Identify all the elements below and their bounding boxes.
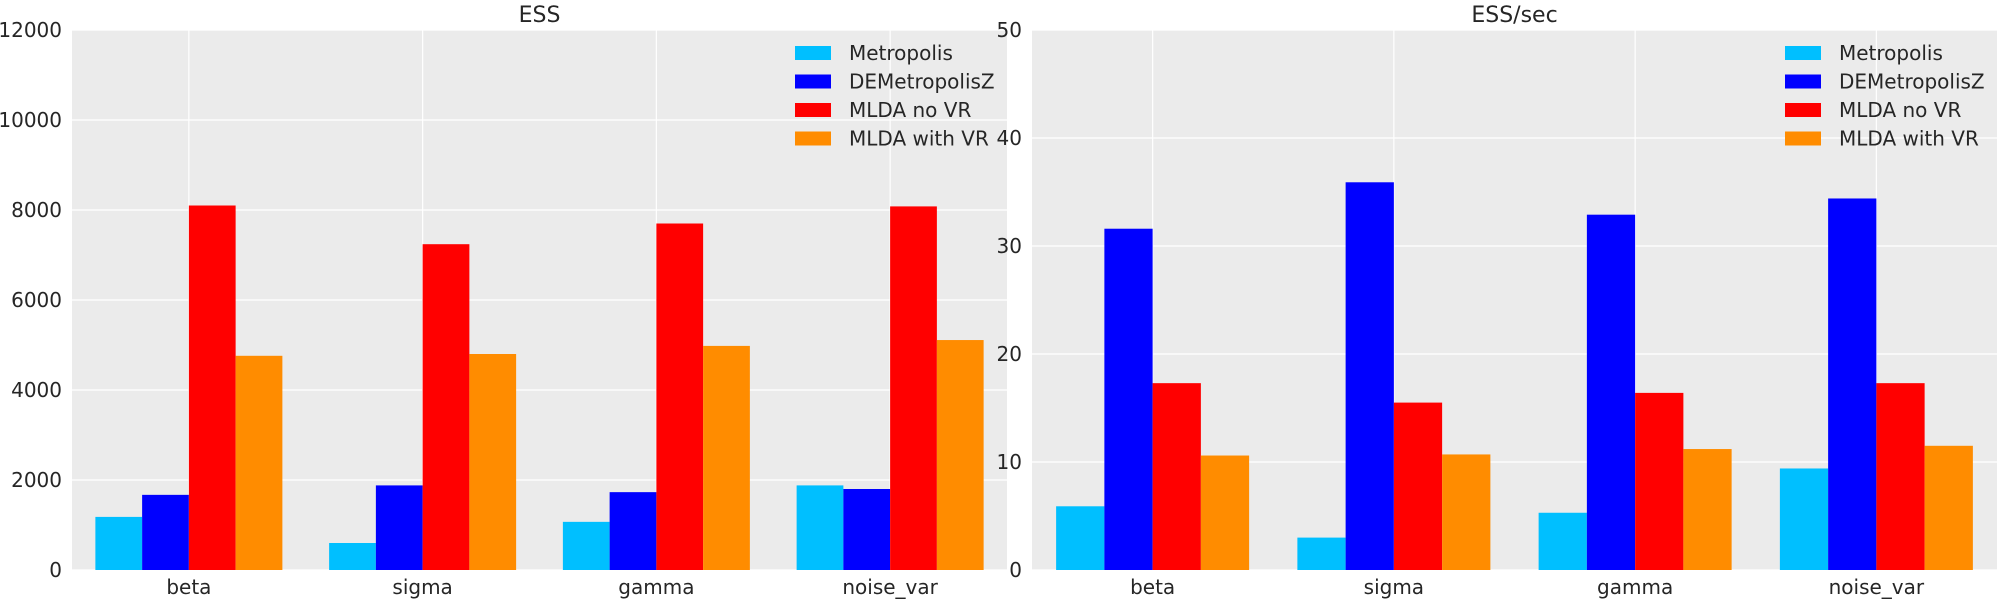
ess-per-sec-bar-metropolis-noise-var <box>1779 468 1829 570</box>
ess-bar-mlda-with-vr-noise-var <box>936 340 984 570</box>
ess-y-tick-label: 4000 <box>11 378 62 402</box>
ess-per-sec-x-tick-label: sigma <box>1364 575 1424 599</box>
ess-per-sec-legend-swatch-demetropolisz <box>1785 74 1821 89</box>
ess-per-sec-legend-label-mlda-no-vr: MLDA no VR <box>1839 98 1961 122</box>
ess-legend-label-metropolis: Metropolis <box>849 41 953 65</box>
ess-x-tick-label: gamma <box>618 575 694 599</box>
ess-per-sec-y-tick-label: 0 <box>1009 558 1022 582</box>
ess-y-tick-label: 6000 <box>11 288 62 312</box>
ess-bar-demetropolisz-noise-var <box>843 489 891 570</box>
ess-per-sec-legend-label-mlda-with-vr: MLDA with VR <box>1839 127 1979 151</box>
ess-per-sec-bar-mlda-with-vr-sigma <box>1442 454 1491 570</box>
ess-per-sec-bar-mlda-no-vr-beta <box>1152 383 1201 570</box>
ess-per-sec-chart-title: ESS/sec <box>1471 3 1557 28</box>
ess-bar-metropolis-gamma <box>562 521 610 570</box>
ess-bar-demetropolisz-sigma <box>375 485 423 570</box>
ess-per-sec-x-tick-label: noise_var <box>1829 575 1925 599</box>
ess-per-sec-bar-metropolis-sigma <box>1297 537 1346 570</box>
ess-legend-label-mlda-with-vr: MLDA with VR <box>849 127 989 151</box>
ess-bar-mlda-with-vr-gamma <box>703 345 750 570</box>
ess-per-sec-bar-mlda-with-vr-gamma <box>1683 449 1732 570</box>
ess-per-sec-bar-mlda-with-vr-noise-var <box>1924 445 1973 570</box>
ess-y-tick-label: 0 <box>49 558 62 582</box>
ess-per-sec-y-tick-label: 30 <box>997 234 1022 258</box>
ess-per-sec-x-tick-label: gamma <box>1597 575 1673 599</box>
ess-per-sec-legend-swatch-metropolis <box>1785 46 1821 60</box>
ess-per-sec-y-tick-label: 10 <box>997 450 1022 474</box>
ess-per-sec-bar-metropolis-gamma <box>1538 512 1587 570</box>
ess-per-sec-y-tick-label: 40 <box>997 126 1022 150</box>
ess-per-sec-x-tick-label: beta <box>1130 575 1175 599</box>
ess-y-tick-label: 2000 <box>11 468 62 492</box>
ess-per-sec-bar-mlda-no-vr-noise-var <box>1876 383 1925 570</box>
ess-legend-swatch-metropolis <box>795 46 831 60</box>
ess-y-tick-label: 8000 <box>11 198 62 222</box>
ess-per-sec-bar-mlda-with-vr-beta <box>1200 455 1250 570</box>
ess-per-sec-bar-mlda-no-vr-sigma <box>1393 402 1443 570</box>
ess-x-tick-label: sigma <box>392 575 452 599</box>
ess-per-sec-chart-panel: 0 10 20 30 40 50 beta sigma gamma noise_var ESS/se… <box>997 3 1997 599</box>
ess-y-tick-label: 10000 <box>0 108 62 132</box>
ess-bar-mlda-no-vr-beta <box>188 205 236 570</box>
ess-per-sec-bar-mlda-no-vr-gamma <box>1635 392 1684 570</box>
ess-bar-demetropolisz-gamma <box>609 492 657 570</box>
ess-x-tick-label: noise_var <box>842 575 938 599</box>
ess-per-sec-legend-label-metropolis: Metropolis <box>1839 41 1943 65</box>
ess-bar-metropolis-beta <box>95 516 143 570</box>
ess-x-tick-label: beta <box>166 575 211 599</box>
ess-bar-mlda-no-vr-gamma <box>656 223 704 570</box>
ess-legend-label-mlda-no-vr: MLDA no VR <box>849 98 971 122</box>
ess-per-sec-y-tick-label: 50 <box>997 18 1022 42</box>
ess-bar-mlda-with-vr-beta <box>235 355 283 570</box>
ess-bar-mlda-no-vr-noise-var <box>890 206 937 570</box>
ess-bar-metropolis-noise-var <box>796 485 844 570</box>
ess-chart-title: ESS <box>519 3 561 28</box>
ess-bar-demetropolisz-beta <box>142 494 189 570</box>
ess-per-sec-y-tick-label: 20 <box>997 342 1022 366</box>
ess-bar-metropolis-sigma <box>329 543 376 570</box>
ess-per-sec-bar-demetropolisz-sigma <box>1345 182 1394 570</box>
ess-per-sec-legend-label-demetropolisz: DEMetropolisZ <box>1839 70 1985 94</box>
ess-bar-mlda-no-vr-sigma <box>422 244 470 570</box>
ess-per-sec-bar-demetropolisz-gamma <box>1586 214 1636 570</box>
ess-y-tick-label: 12000 <box>0 18 62 42</box>
ess-legend-swatch-mlda-with-vr <box>795 131 831 146</box>
ess-legend-swatch-mlda-no-vr <box>795 103 831 117</box>
ess-per-sec-legend-swatch-mlda-no-vr <box>1785 103 1821 117</box>
ess-per-sec-legend-swatch-mlda-with-vr <box>1785 131 1821 146</box>
ess-bar-mlda-with-vr-sigma <box>469 354 517 570</box>
ess-legend-label-demetropolisz: DEMetropolisZ <box>849 70 995 94</box>
ess-per-sec-bar-metropolis-beta <box>1056 506 1105 570</box>
ess-chart-panel: 0 2000 4000 6000 8000 10000 12000 beta sigma gamm… <box>0 3 1007 599</box>
ess-per-sec-bar-demetropolisz-beta <box>1104 228 1153 570</box>
ess-legend-swatch-demetropolisz <box>795 74 831 89</box>
ess-per-sec-bar-demetropolisz-noise-var <box>1828 198 1877 571</box>
